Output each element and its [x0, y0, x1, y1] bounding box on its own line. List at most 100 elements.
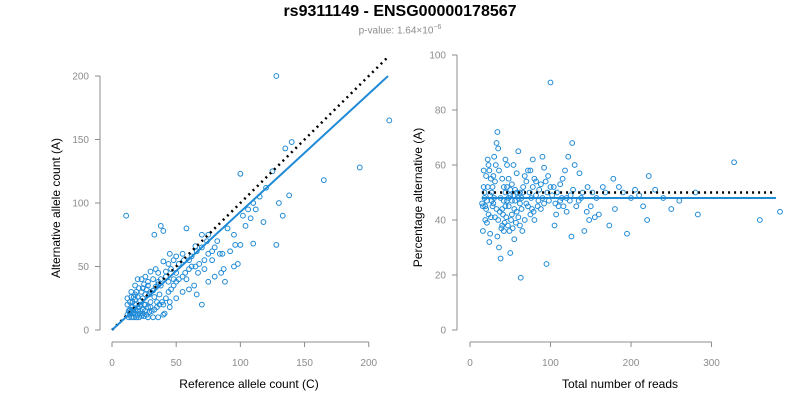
data-point [508, 211, 515, 218]
x-axis-label: Reference allele count (C) [179, 377, 318, 391]
data-point [500, 211, 506, 218]
data-point [507, 250, 514, 256]
data-point [156, 291, 163, 298]
data-point [242, 222, 249, 229]
data-point [196, 261, 203, 267]
data-point [252, 206, 259, 213]
data-point [652, 186, 659, 193]
data-point [201, 266, 208, 272]
data-point [517, 274, 524, 281]
y-axis: 0 20 40 60 80 100 Percentage alternative (A) [411, 51, 458, 337]
percentage-alternative-scatter-plot: 0 100 200 300 Total number of reads 0 20 40 60 80… [411, 51, 783, 391]
data-point [179, 273, 186, 280]
data-point [610, 175, 617, 182]
data-point [553, 211, 560, 218]
y-tick-label: 150 [72, 135, 89, 146]
data-point [232, 242, 239, 248]
data-point [491, 153, 498, 160]
data-point [209, 257, 216, 264]
data-point [483, 173, 490, 179]
data-point [530, 208, 537, 215]
data-point [279, 212, 286, 219]
data-point [211, 244, 218, 251]
data-point [154, 299, 160, 305]
data-point [227, 248, 234, 255]
data-point [529, 184, 536, 190]
data-point [201, 257, 208, 264]
data-point [155, 314, 162, 321]
data-point [508, 217, 514, 223]
data-point [513, 208, 520, 215]
data-point [632, 186, 638, 193]
data-point [231, 263, 237, 270]
data-point [504, 162, 510, 168]
data-point [240, 212, 246, 219]
p-value-exponent: −6 [433, 24, 442, 31]
y-tick-label: 80 [435, 106, 447, 117]
data-point [128, 294, 135, 300]
y-tick-label: 100 [72, 199, 89, 210]
data-point [142, 301, 149, 308]
data-point [487, 230, 494, 237]
data-point [498, 225, 505, 232]
data-point [541, 200, 547, 207]
data-point [220, 266, 227, 272]
x-tick-label: 200 [360, 358, 377, 369]
data-point [606, 222, 613, 229]
x-axis: 0 50 100 150 200 Reference allele count (C) [109, 341, 378, 391]
data-point [163, 268, 169, 275]
data-point [151, 231, 158, 238]
data-point [525, 167, 531, 174]
data-point [142, 273, 149, 280]
data-point [237, 170, 244, 177]
data-point [529, 156, 536, 163]
data-point [586, 217, 593, 223]
data-point [486, 167, 493, 174]
data-point [517, 200, 523, 207]
data-point [191, 282, 198, 289]
data-point [151, 294, 158, 300]
data-point [563, 208, 570, 215]
data-point [168, 266, 174, 272]
data-point [557, 181, 564, 188]
data-point [515, 214, 522, 221]
data-point [519, 228, 526, 234]
regression-line [111, 75, 389, 331]
chart-title: rs9311149 - ENSG00000178567 [283, 3, 517, 20]
data-point [480, 167, 487, 174]
data-point [520, 184, 527, 190]
x-tick-label: 0 [109, 358, 115, 369]
data-point [480, 184, 487, 190]
data-point [492, 178, 498, 185]
data-point [145, 282, 151, 289]
data-point [756, 217, 763, 223]
data-point [205, 278, 212, 285]
data-point [275, 200, 282, 206]
data-point [644, 217, 651, 223]
x-tick-label: 50 [171, 358, 183, 369]
data-point [288, 139, 295, 145]
data-point [205, 231, 212, 238]
data-point [186, 286, 192, 293]
data-point [479, 228, 486, 234]
x-axis: 0 100 200 300 Total number of reads [467, 341, 720, 391]
data-point [493, 206, 500, 212]
data-point [584, 184, 591, 190]
data-point [539, 153, 546, 160]
allele-count-scatter-plot: 0 50 100 150 200 Reference allele count (C) 0 5… [49, 56, 393, 391]
data-point [147, 268, 154, 275]
data-point [612, 206, 618, 212]
data-point [534, 203, 541, 210]
data-point [139, 306, 146, 313]
data-point [209, 248, 216, 255]
data-point [166, 250, 173, 257]
data-point [205, 250, 212, 257]
data-point [143, 286, 150, 293]
x-tick-label: 100 [232, 358, 249, 369]
data-point [545, 173, 551, 179]
y-tick-label: 50 [78, 262, 90, 273]
data-point [147, 299, 154, 305]
data-point [571, 162, 578, 168]
y-axis: 0 50 100 150 200 Alternative allele count (A) [49, 72, 101, 337]
data-point [527, 211, 534, 218]
